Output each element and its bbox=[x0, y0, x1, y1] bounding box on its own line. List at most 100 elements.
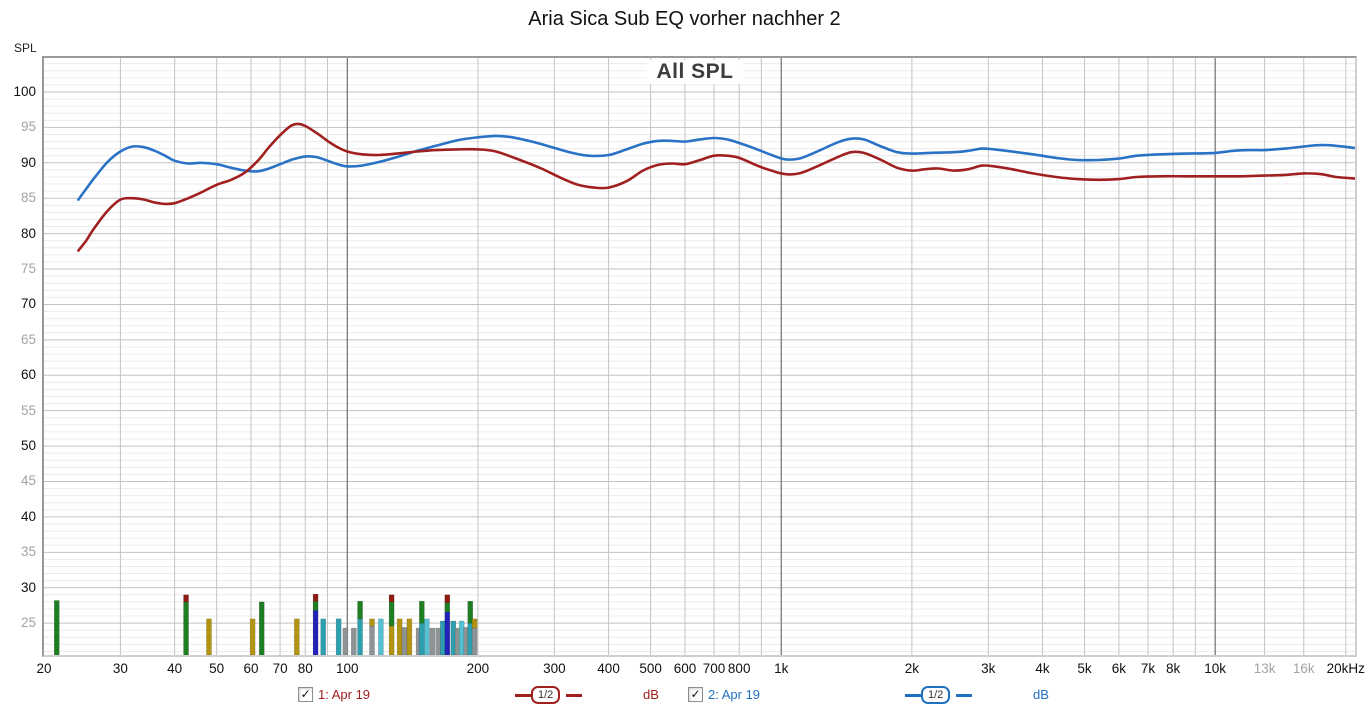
smoothing-line-right bbox=[956, 694, 972, 697]
smoothing-badge[interactable]: 1/2 bbox=[531, 686, 561, 704]
distortion-bar-segment bbox=[369, 625, 375, 655]
measurement-label[interactable]: 2: Apr 19 bbox=[708, 687, 761, 702]
distortion-bar-segment bbox=[312, 600, 319, 611]
x-tick-label: 20 bbox=[36, 661, 52, 676]
y-tick-label: 95 bbox=[20, 119, 36, 135]
x-tick-label: 2k bbox=[904, 661, 919, 676]
distortion-bar-segment bbox=[429, 627, 436, 655]
x-tick-label: 13k bbox=[1253, 661, 1276, 676]
smoothing-badge[interactable]: 1/2 bbox=[921, 686, 951, 704]
x-tick-label: 6k bbox=[1111, 661, 1127, 676]
x-tick-label: 50 bbox=[209, 661, 225, 676]
distortion-bar-segment bbox=[369, 618, 375, 627]
y-tick-label: 60 bbox=[20, 367, 36, 383]
spl-curve-1[interactable] bbox=[77, 122, 1355, 252]
distortion-bar-segment bbox=[467, 600, 473, 624]
distortion-bar-segment bbox=[388, 594, 395, 603]
y-tick-label: 45 bbox=[20, 473, 36, 489]
y-tick-label: 70 bbox=[20, 296, 36, 312]
x-tick-label: 30 bbox=[112, 661, 128, 676]
y-tick-label: 85 bbox=[20, 190, 36, 206]
x-tick-label: 8k bbox=[1165, 661, 1181, 676]
smoothing-control: 1/2 bbox=[905, 686, 975, 704]
distortion-bar-segment bbox=[351, 627, 357, 655]
distortion-bar-segment bbox=[471, 627, 478, 655]
y-tick-label: 40 bbox=[20, 508, 36, 524]
distortion-bar-segment bbox=[342, 627, 349, 655]
distortion-bar-segment bbox=[183, 594, 189, 603]
x-tick-label: 700 bbox=[702, 661, 726, 676]
x-tick-label: 3k bbox=[981, 661, 996, 676]
distortion-bar-segment bbox=[419, 600, 425, 624]
distortion-bar-segment bbox=[54, 600, 60, 655]
smoothing-line-left bbox=[515, 694, 531, 697]
distortion-bar-segment bbox=[419, 622, 425, 655]
smoothing-control: 1/2 bbox=[515, 686, 585, 704]
x-tick-label: 100 bbox=[336, 661, 359, 676]
x-tick-label: 7k bbox=[1140, 661, 1156, 676]
y-tick-label: 100 bbox=[13, 83, 36, 99]
distortion-bar-segment bbox=[396, 618, 403, 655]
x-tick-label: 800 bbox=[727, 661, 751, 676]
unit-label: dB bbox=[643, 687, 659, 702]
y-tick-label: 65 bbox=[20, 331, 36, 347]
distortion-bar-segment bbox=[401, 627, 408, 655]
distortion-bar-segment bbox=[183, 601, 189, 655]
spl-curve-2[interactable] bbox=[77, 134, 1355, 201]
x-tick-label: 1k bbox=[774, 661, 789, 676]
y-tick-label: 80 bbox=[20, 225, 36, 241]
y-tick-label: 55 bbox=[20, 402, 36, 418]
chart-canvas[interactable] bbox=[44, 58, 1355, 655]
x-tick-label: 20kHz bbox=[1326, 661, 1365, 676]
y-axis-title: SPL bbox=[14, 41, 37, 55]
distortion-bar-segment bbox=[357, 618, 363, 655]
x-tick-label: 600 bbox=[673, 661, 697, 676]
legend-entry: ✓ 2: Apr 19 1/2 dB bbox=[688, 686, 1058, 704]
distortion-bar-segment bbox=[444, 594, 451, 603]
smoothing-line-right bbox=[566, 694, 582, 697]
measurement-label[interactable]: 1: Apr 19 bbox=[318, 687, 371, 702]
distortion-bar-segment bbox=[294, 618, 300, 655]
x-tick-label: 80 bbox=[297, 661, 313, 676]
x-tick-label: 40 bbox=[167, 661, 183, 676]
distortion-bar-segment bbox=[206, 618, 212, 655]
distortion-bar-segment bbox=[406, 618, 413, 655]
smoothing-line-left bbox=[905, 694, 921, 697]
distortion-bar-segment bbox=[258, 601, 265, 655]
distortion-bar-segment bbox=[388, 625, 395, 655]
distortion-bar-segment bbox=[320, 618, 326, 655]
distortion-bar-segment bbox=[388, 601, 395, 627]
x-tick-label: 500 bbox=[639, 661, 662, 676]
x-tick-label: 5k bbox=[1077, 661, 1092, 676]
distortion-bar-segment bbox=[444, 602, 451, 613]
y-tick-label: 50 bbox=[20, 438, 36, 454]
distortion-bar-segment bbox=[424, 618, 430, 655]
y-tick-label: 35 bbox=[20, 544, 36, 560]
plot-area[interactable] bbox=[42, 56, 1357, 657]
distortion-bar-segment bbox=[249, 618, 256, 655]
x-tick-label: 60 bbox=[243, 661, 259, 676]
distortion-bar-segment bbox=[378, 618, 384, 655]
distortion-bar-segment bbox=[435, 627, 441, 655]
graph-type-label: All SPL bbox=[646, 60, 744, 84]
distortion-bar-segment bbox=[312, 593, 319, 602]
x-tick-label: 200 bbox=[466, 661, 490, 676]
distortion-bar-segment bbox=[458, 620, 465, 655]
y-tick-label: 25 bbox=[20, 615, 36, 631]
chart-title: Aria Sica Sub EQ vorher nachher 2 bbox=[528, 8, 841, 30]
x-tick-label: 16k bbox=[1292, 661, 1315, 676]
distortion-bar-segment bbox=[312, 610, 319, 655]
x-tick-label: 4k bbox=[1035, 661, 1050, 676]
x-tick-label: 70 bbox=[272, 661, 288, 676]
unit-label: dB bbox=[1033, 687, 1049, 702]
y-tick-label: 90 bbox=[20, 154, 36, 170]
measurement-checkbox[interactable]: ✓ bbox=[298, 687, 313, 702]
legend-row: ✓ 1: Apr 19 1/2 dB ✓ 2: Apr 19 1/2 dB bbox=[0, 686, 1369, 706]
distortion-bar-segment bbox=[335, 618, 342, 655]
y-tick-label: 30 bbox=[20, 579, 36, 595]
measurement-checkbox[interactable]: ✓ bbox=[688, 687, 703, 702]
legend-entry: ✓ 1: Apr 19 1/2 dB bbox=[298, 686, 668, 704]
x-tick-label: 400 bbox=[597, 661, 620, 676]
x-tick-label: 300 bbox=[543, 661, 566, 676]
